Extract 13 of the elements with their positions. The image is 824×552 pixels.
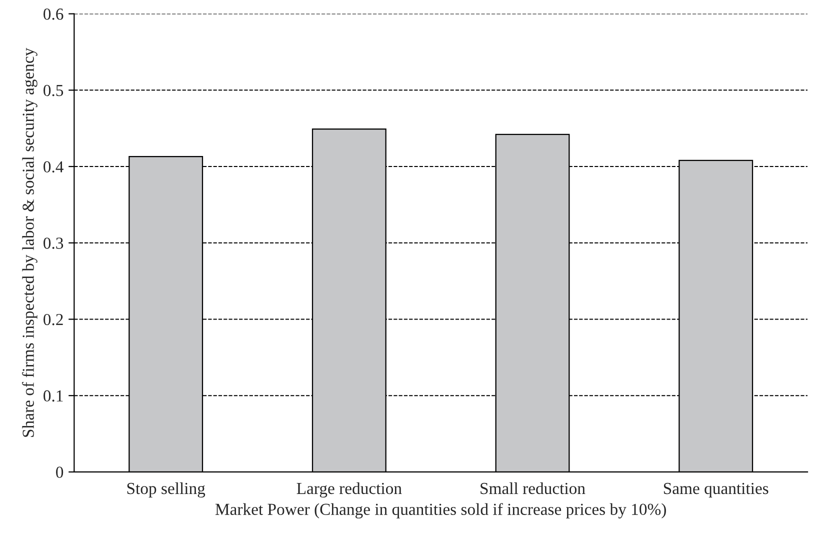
- x-tick-label: Large reduction: [296, 482, 402, 498]
- y-tick-label: 0.3: [44, 238, 64, 249]
- x-tick-label: Same quantities: [664, 482, 768, 498]
- y-axis-title: Share of firms inspected by labor & social security agency: [22, 48, 38, 437]
- x-tick-label: Stop selling: [127, 482, 206, 498]
- x-tick-label: Small reduction: [480, 482, 586, 494]
- y-tick-label: 0.1: [44, 390, 63, 402]
- x-axis-title: Market Power (Change in quantities sold if increase prices by 10%): [215, 503, 666, 518]
- y-tick-label: 0.4: [44, 161, 64, 173]
- y-tick-label: 0: [56, 466, 64, 478]
- y-tick-label: 0.2: [44, 314, 63, 326]
- y-tick-label: 0.6: [44, 8, 64, 20]
- y-tick-label: 0.5: [44, 84, 64, 96]
